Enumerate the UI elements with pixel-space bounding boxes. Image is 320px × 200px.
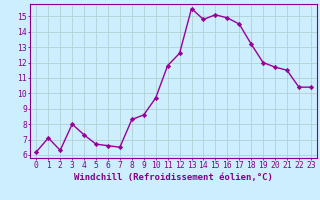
X-axis label: Windchill (Refroidissement éolien,°C): Windchill (Refroidissement éolien,°C) xyxy=(74,173,273,182)
